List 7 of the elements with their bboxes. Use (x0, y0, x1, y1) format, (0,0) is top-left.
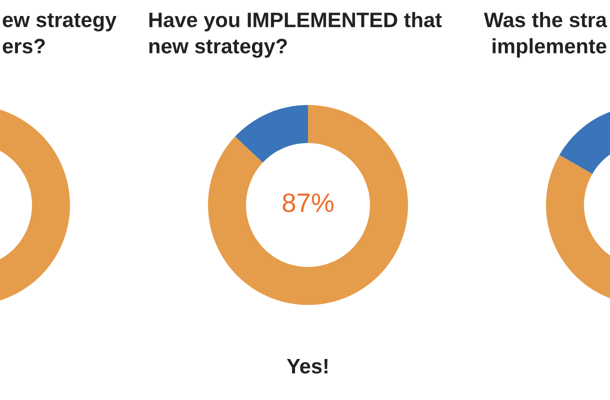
text: Was the stra implemente (484, 12, 608, 58)
donut-slice (235, 105, 308, 163)
chart-title: Have you IMPLEMENTED that new strategy? (149, 12, 442, 58)
data-label: 87% (282, 193, 334, 212)
text: Yes! (286, 359, 328, 374)
text: ew strategy ers? (2, 13, 117, 54)
donut-slice (208, 105, 408, 305)
